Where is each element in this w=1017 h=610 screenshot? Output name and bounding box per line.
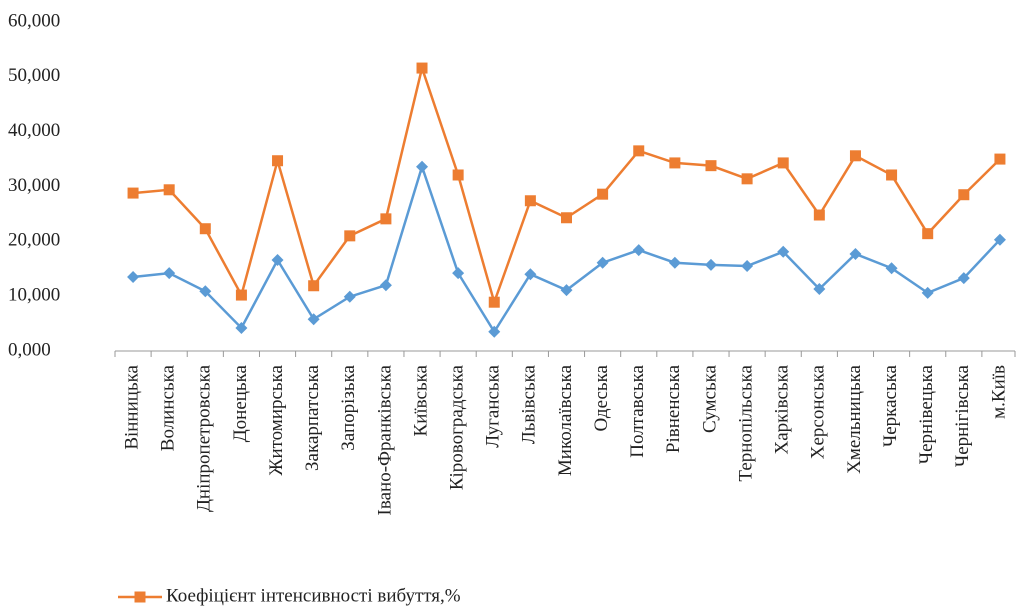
data-point bbox=[885, 262, 898, 275]
data-point bbox=[488, 325, 501, 338]
data-point bbox=[957, 272, 970, 285]
x-tick-label: Донецька bbox=[230, 364, 251, 442]
data-point bbox=[921, 286, 934, 299]
data-point bbox=[849, 247, 862, 260]
data-point bbox=[199, 285, 212, 298]
legend-marker bbox=[134, 591, 146, 603]
x-tick-label: Рівненська bbox=[663, 364, 684, 453]
x-tick-label: Чернігівська bbox=[952, 364, 973, 467]
data-point bbox=[308, 280, 320, 292]
data-point bbox=[741, 173, 753, 185]
data-point bbox=[127, 270, 140, 283]
x-tick-label: Чернівецька bbox=[916, 364, 937, 464]
x-tick-label: Одеська bbox=[591, 364, 612, 431]
data-point bbox=[669, 157, 681, 169]
data-point bbox=[813, 209, 825, 221]
x-tick-label: Волинська bbox=[158, 364, 179, 451]
data-point bbox=[272, 155, 284, 167]
data-point bbox=[163, 267, 176, 280]
data-point bbox=[488, 296, 500, 308]
data-point bbox=[235, 289, 247, 301]
data-point bbox=[994, 153, 1006, 165]
data-point bbox=[632, 244, 645, 257]
legend-item: Коефіцієнт інтенсивності вибуття,% bbox=[118, 585, 461, 606]
x-tick-label: Київська bbox=[410, 364, 431, 436]
data-point bbox=[596, 256, 609, 269]
x-tick-label: Харківська bbox=[772, 364, 793, 454]
y-tick-label: 50,000 bbox=[8, 65, 60, 86]
data-point bbox=[561, 212, 572, 224]
data-point bbox=[633, 145, 645, 157]
y-tick-label: 0,000 bbox=[8, 339, 51, 360]
x-tick-label: Полтавська bbox=[627, 364, 648, 457]
x-tick-label: Луганська bbox=[483, 364, 504, 447]
data-point bbox=[777, 157, 789, 169]
series-line bbox=[132, 63, 1001, 307]
x-tick-label: Хмельницька bbox=[844, 364, 865, 473]
data-point bbox=[560, 284, 573, 297]
y-tick-label: 10,000 bbox=[8, 285, 60, 306]
data-point bbox=[524, 195, 536, 207]
x-tick-label: Дніпропетровська bbox=[194, 364, 215, 512]
x-tick-label: Житомирська bbox=[266, 364, 287, 475]
data-point bbox=[271, 253, 284, 266]
x-tick-label: Івано-Франківська bbox=[374, 364, 395, 515]
series-line bbox=[132, 162, 1001, 335]
data-point bbox=[597, 188, 609, 200]
data-point bbox=[922, 228, 934, 240]
data-point bbox=[307, 313, 320, 326]
data-point bbox=[452, 169, 464, 181]
y-tick-label: 20,000 bbox=[8, 230, 60, 251]
y-tick-label: 30,000 bbox=[8, 175, 60, 196]
data-point bbox=[705, 160, 717, 172]
data-point bbox=[993, 233, 1006, 246]
data-point bbox=[958, 189, 970, 201]
data-point bbox=[886, 169, 898, 181]
x-tick-label: Сумська bbox=[699, 364, 720, 433]
data-point bbox=[380, 213, 392, 225]
x-tick-label: Запорізька bbox=[338, 364, 359, 450]
x-tick-label: Львівська bbox=[519, 364, 540, 444]
data-point bbox=[777, 245, 790, 258]
data-point bbox=[416, 62, 428, 74]
data-point bbox=[416, 160, 429, 173]
data-point bbox=[127, 187, 139, 199]
x-tick-label: Миколаївська bbox=[555, 364, 576, 476]
data-point bbox=[452, 267, 465, 280]
legend-label: Коефіцієнт інтенсивності вибуття,% bbox=[166, 585, 461, 606]
x-tick-label: Тернопільська bbox=[735, 364, 756, 481]
x-tick-label: м.Київ bbox=[988, 365, 1009, 419]
data-point bbox=[813, 283, 826, 296]
data-point bbox=[524, 268, 537, 281]
data-point bbox=[741, 260, 754, 273]
x-tick-label: Черкаська bbox=[880, 364, 901, 447]
data-point bbox=[849, 150, 861, 162]
x-tick-label: Вінницька bbox=[121, 364, 142, 449]
y-tick-label: 60,000 bbox=[8, 10, 60, 31]
x-tick-label: Закарпатська bbox=[302, 364, 323, 471]
data-point bbox=[343, 290, 356, 303]
data-point bbox=[668, 256, 681, 269]
x-tick-label: Кіровоградська bbox=[446, 364, 467, 490]
data-point bbox=[344, 230, 356, 242]
data-point bbox=[704, 258, 717, 271]
data-point bbox=[379, 279, 392, 292]
data-point bbox=[163, 184, 175, 196]
y-tick-label: 40,000 bbox=[8, 120, 60, 141]
x-tick-label: Херсонська bbox=[808, 364, 829, 459]
data-point bbox=[235, 321, 248, 334]
data-point bbox=[199, 223, 211, 235]
